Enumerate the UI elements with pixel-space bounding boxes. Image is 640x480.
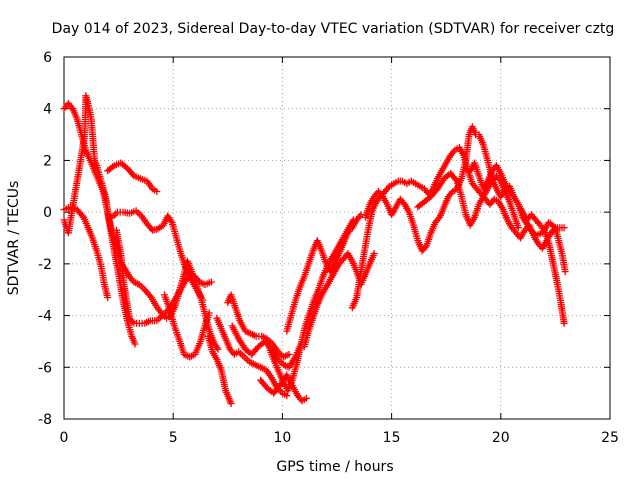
x-tick-labels: 0 5 10 15 20 25	[60, 430, 619, 446]
plus-markers	[108, 207, 207, 304]
series-trace-n	[283, 211, 365, 335]
series-trace-k	[228, 322, 305, 371]
series-trace-j	[224, 291, 293, 361]
y-tick-label: -2	[38, 257, 52, 273]
x-tick-label: 5	[169, 430, 178, 446]
x-tick-label: 0	[60, 430, 69, 446]
series-trace-s	[466, 159, 569, 276]
series-trace-e	[108, 207, 207, 304]
series-trace-g	[161, 291, 213, 361]
series-trace-q	[361, 123, 568, 327]
y-tick-label: 6	[43, 50, 52, 66]
y-tick-label: -8	[38, 412, 52, 428]
gridlines	[64, 57, 610, 419]
data-points	[60, 92, 569, 407]
x-tick-label: 20	[492, 430, 510, 446]
series-trace-d	[104, 159, 161, 195]
series-trace-p	[348, 144, 568, 312]
plus-markers	[466, 159, 569, 276]
axis-ticks	[63, 56, 611, 420]
series-trace-h	[204, 332, 235, 407]
plus-markers	[348, 144, 568, 312]
plus-markers	[361, 123, 568, 327]
plus-markers	[228, 322, 305, 371]
y-tick-labels: -8 -6 -4 -2 0 2 4 6	[38, 50, 52, 428]
x-axis-label: GPS time / hours	[276, 459, 393, 475]
x-tick-label: 25	[601, 430, 619, 446]
y-tick-label: -4	[38, 309, 52, 325]
plus-markers	[283, 211, 365, 335]
x-tick-label: 10	[273, 430, 291, 446]
plus-markers	[224, 291, 293, 361]
y-tick-label: 4	[43, 102, 52, 118]
plus-markers	[204, 332, 235, 407]
plus-markers	[104, 159, 161, 195]
chart-title: Day 014 of 2023, Sidereal Day-to-day VTE…	[52, 21, 615, 37]
plot-frame	[63, 56, 611, 420]
y-tick-label: -6	[38, 360, 52, 376]
x-tick-label: 15	[383, 430, 401, 446]
y-tick-label: 2	[43, 153, 52, 169]
y-axis-label: SDTVAR / TECUs	[6, 181, 22, 296]
y-tick-label: 0	[43, 205, 52, 221]
plus-markers	[161, 291, 213, 361]
